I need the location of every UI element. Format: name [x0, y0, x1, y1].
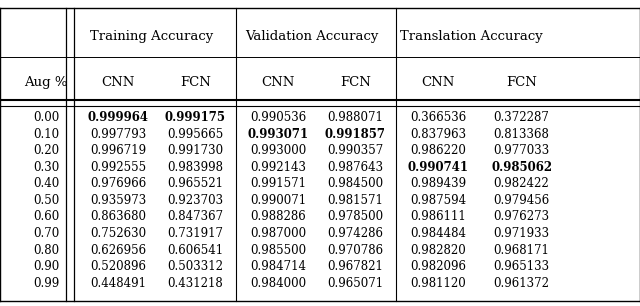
Text: 0.993000: 0.993000 [250, 144, 307, 157]
Text: 0.967821: 0.967821 [327, 260, 383, 273]
Text: 0.990536: 0.990536 [250, 111, 307, 124]
Text: 0.983998: 0.983998 [167, 161, 223, 174]
Text: 0.992143: 0.992143 [250, 161, 307, 174]
Text: 0.990071: 0.990071 [250, 194, 307, 207]
Text: 0.961372: 0.961372 [493, 277, 550, 289]
Text: 0.971933: 0.971933 [493, 227, 550, 240]
Text: 0.984484: 0.984484 [410, 227, 467, 240]
Text: 0.847367: 0.847367 [167, 211, 223, 223]
Text: 0.626956: 0.626956 [90, 244, 147, 256]
Text: 0.366536: 0.366536 [410, 111, 467, 124]
Text: Translation Accuracy: Translation Accuracy [400, 30, 543, 43]
Text: 0.10: 0.10 [33, 128, 59, 141]
Text: 0.985500: 0.985500 [250, 244, 307, 256]
Text: 0.80: 0.80 [33, 244, 59, 256]
Text: 0.60: 0.60 [33, 211, 60, 223]
Text: 0.991730: 0.991730 [167, 144, 223, 157]
Text: 0.977033: 0.977033 [493, 144, 550, 157]
Text: 0.978500: 0.978500 [327, 211, 383, 223]
Text: 0.991571: 0.991571 [250, 177, 307, 190]
Text: CNN: CNN [422, 76, 455, 89]
Text: 0.813368: 0.813368 [493, 128, 550, 141]
Text: 0.431218: 0.431218 [167, 277, 223, 289]
Text: 0.40: 0.40 [33, 177, 60, 190]
Text: 0.990741: 0.990741 [408, 161, 469, 174]
Text: 0.50: 0.50 [33, 194, 60, 207]
Text: 0.99: 0.99 [33, 277, 60, 289]
Text: 0.986220: 0.986220 [410, 144, 467, 157]
Text: 0.976966: 0.976966 [90, 177, 147, 190]
Text: 0.987000: 0.987000 [250, 227, 307, 240]
Text: 0.984000: 0.984000 [250, 277, 307, 289]
Text: 0.984500: 0.984500 [327, 177, 383, 190]
Text: 0.70: 0.70 [33, 227, 60, 240]
Text: 0.992555: 0.992555 [90, 161, 147, 174]
Text: FCN: FCN [340, 76, 371, 89]
Text: 0.999175: 0.999175 [164, 111, 226, 124]
Text: 0.985062: 0.985062 [491, 161, 552, 174]
Text: 0.995665: 0.995665 [167, 128, 223, 141]
Text: 0.990357: 0.990357 [327, 144, 383, 157]
Text: 0.979456: 0.979456 [493, 194, 550, 207]
Text: 0.982422: 0.982422 [493, 177, 550, 190]
Text: Validation Accuracy: Validation Accuracy [245, 30, 378, 43]
Text: 0.731917: 0.731917 [167, 227, 223, 240]
Text: 0.970786: 0.970786 [327, 244, 383, 256]
Text: 0.372287: 0.372287 [493, 111, 550, 124]
Text: 0.968171: 0.968171 [493, 244, 550, 256]
Text: 0.981571: 0.981571 [327, 194, 383, 207]
Text: 0.923703: 0.923703 [167, 194, 223, 207]
Text: 0.981120: 0.981120 [410, 277, 467, 289]
Text: 0.935973: 0.935973 [90, 194, 147, 207]
Text: 0.752630: 0.752630 [90, 227, 147, 240]
Text: 0.965133: 0.965133 [493, 260, 550, 273]
Text: 0.991857: 0.991857 [324, 128, 386, 141]
Text: 0.606541: 0.606541 [167, 244, 223, 256]
Text: 0.965521: 0.965521 [167, 177, 223, 190]
Text: 0.90: 0.90 [33, 260, 60, 273]
Text: 0.993071: 0.993071 [248, 128, 309, 141]
Text: 0.30: 0.30 [33, 161, 60, 174]
Text: 0.00: 0.00 [33, 111, 60, 124]
Text: 0.988286: 0.988286 [250, 211, 307, 223]
Text: 0.982096: 0.982096 [410, 260, 467, 273]
Text: 0.863680: 0.863680 [90, 211, 147, 223]
Text: Training Accuracy: Training Accuracy [90, 30, 213, 43]
Text: 0.999964: 0.999964 [88, 111, 149, 124]
Text: 0.997793: 0.997793 [90, 128, 147, 141]
Text: 0.987594: 0.987594 [410, 194, 467, 207]
Text: 0.987643: 0.987643 [327, 161, 383, 174]
Text: CNN: CNN [102, 76, 135, 89]
Text: 0.989439: 0.989439 [410, 177, 467, 190]
Text: 0.965071: 0.965071 [327, 277, 383, 289]
Text: 0.837963: 0.837963 [410, 128, 467, 141]
Text: 0.976273: 0.976273 [493, 211, 550, 223]
Text: FCN: FCN [506, 76, 537, 89]
Text: 0.448491: 0.448491 [90, 277, 147, 289]
Text: 0.20: 0.20 [33, 144, 59, 157]
Text: FCN: FCN [180, 76, 211, 89]
Text: CNN: CNN [262, 76, 295, 89]
Text: 0.520896: 0.520896 [90, 260, 147, 273]
Text: 0.982820: 0.982820 [410, 244, 467, 256]
Text: 0.974286: 0.974286 [327, 227, 383, 240]
Text: 0.503312: 0.503312 [167, 260, 223, 273]
Text: 0.996719: 0.996719 [90, 144, 147, 157]
Text: 0.986111: 0.986111 [410, 211, 467, 223]
Text: 0.984714: 0.984714 [250, 260, 307, 273]
Text: 0.988071: 0.988071 [327, 111, 383, 124]
Text: Aug %: Aug % [24, 76, 68, 89]
